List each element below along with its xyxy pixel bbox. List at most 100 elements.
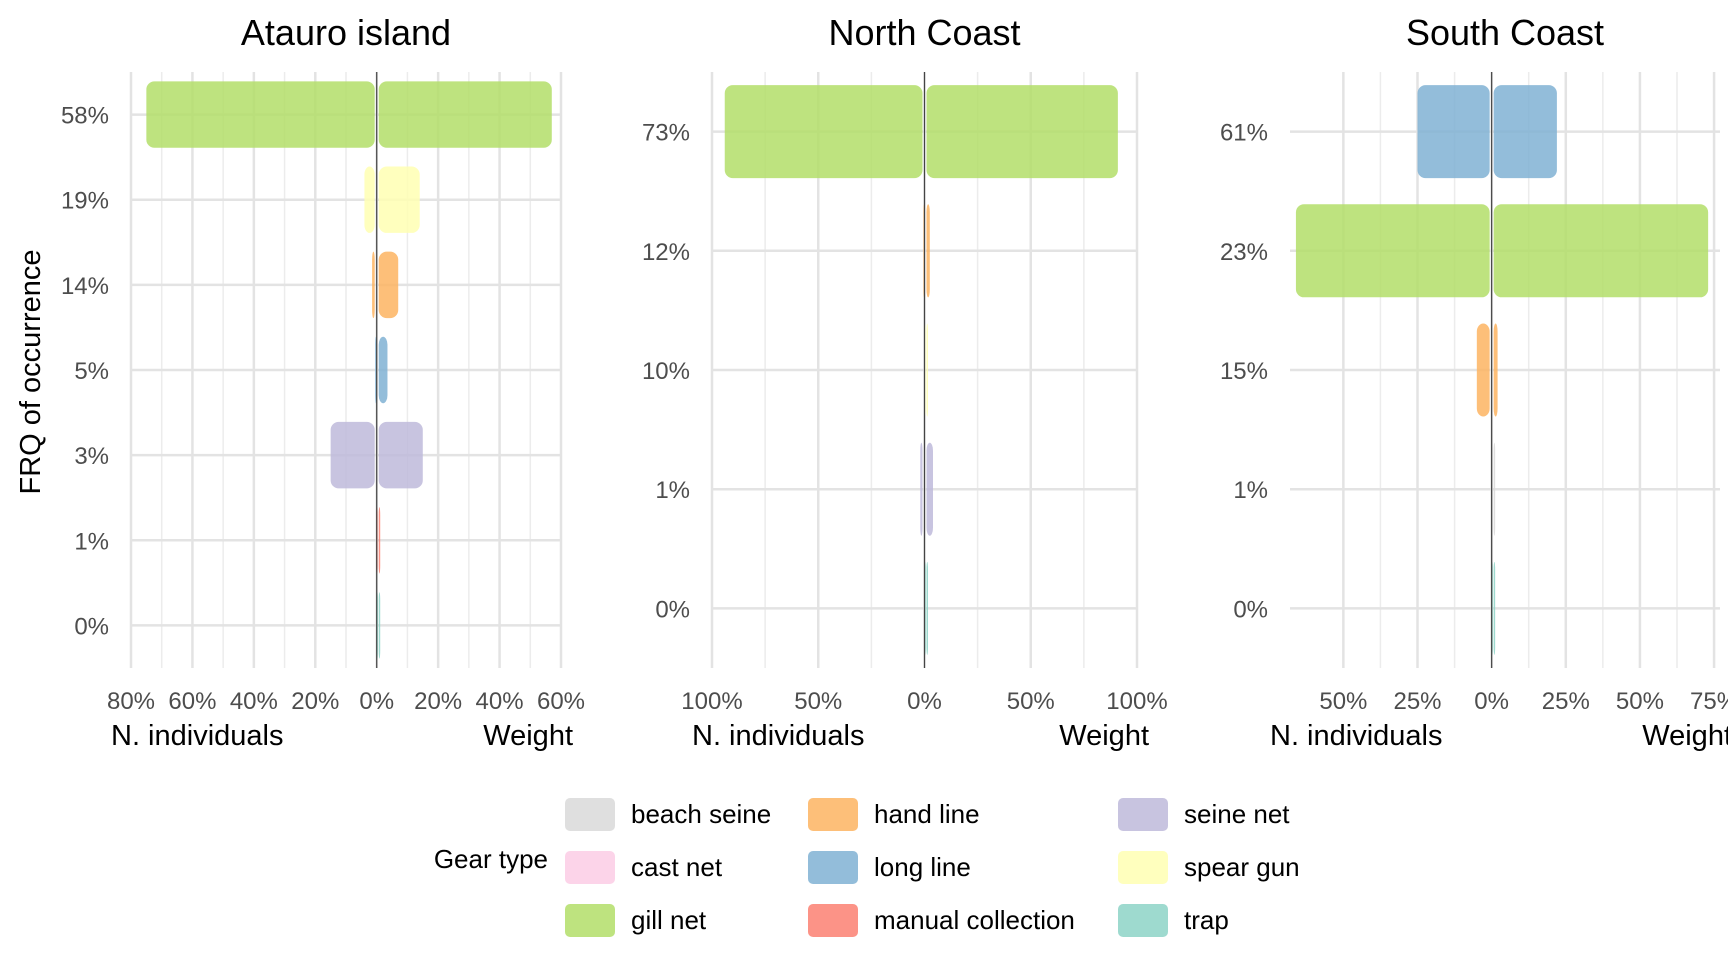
y-tick-label: 3% [74,443,109,470]
x-tick-label: 25% [1393,688,1441,715]
y-tick-label: 19% [61,188,109,215]
bar-weight [926,561,928,655]
bar-weight [926,85,1118,179]
bar-weight [378,251,399,319]
bar-n-individuals [364,166,375,233]
x-tick-label: 40% [476,688,524,715]
legend-item: seine net [1118,798,1290,831]
y-axis-title: FRQ of occurrence [15,250,47,495]
bar-weight [378,507,381,574]
x-tick-label: 75% [1690,688,1728,715]
y-tick-label: 23% [1220,239,1268,266]
x-tick-label: 100% [1106,688,1167,715]
y-tick-label: 1% [655,477,690,504]
bar-weight [926,323,928,417]
y-tick-label: 73% [642,120,690,147]
legend-title: Gear type [434,844,548,874]
legend-label: cast net [631,852,723,882]
bar-weight [1493,323,1498,417]
x-axis-title-left: N. individuals [111,720,283,752]
x-tick-label: 0% [359,688,394,715]
legend-key [565,851,615,884]
legend-item: manual collection [808,904,1075,937]
panel-3: South Coast 61% 23% 15% 1% 0% 50% 25% 0% 25% 50% 75… [1220,12,1728,752]
legend-label: manual collection [874,905,1075,935]
legend-item: long line [808,851,971,884]
panel-title: Atauro island [241,12,451,53]
legend-key [565,798,615,831]
x-tick-label: 50% [794,688,842,715]
legend-label: beach seine [631,799,771,829]
bar-n-individuals [146,81,375,148]
bar-weight [926,204,930,298]
bar-n-individuals [330,421,375,489]
x-tick-label: 0% [907,688,942,715]
bar-weight [1493,204,1709,298]
x-tick-label: 0% [1474,688,1509,715]
legend-key [565,904,615,937]
x-tick-label: 60% [168,688,216,715]
y-tick-label: 1% [1233,477,1268,504]
x-axis-title-right: Weight [1059,720,1149,752]
x-tick-label: 60% [537,688,585,715]
y-tick-label: 1% [74,528,109,555]
legend-key [1118,851,1168,884]
bar-weight [378,421,423,489]
y-tick-label: 5% [74,358,109,385]
bar-weight [378,592,381,659]
bar-weight [378,336,388,404]
y-tick-label: 12% [642,239,690,266]
panel-title: South Coast [1406,12,1604,53]
bar-weight [378,81,552,148]
x-axis-title-left: N. individuals [1270,720,1442,752]
legend-label: hand line [874,799,980,829]
x-tick-label: 80% [107,688,155,715]
legend-item: spear gun [1118,851,1300,884]
bar-n-individuals [372,251,375,319]
y-tick-label: 61% [1220,120,1268,147]
x-axis-title-left: N. individuals [692,720,864,752]
panel-2: North Coast 73% 12% 10% 1% 0% 100% 50% 0% 50% 100%… [642,12,1168,752]
legend: beach seine cast net gill net hand line long… [565,798,1300,937]
bar-n-individuals [1417,85,1490,179]
bar-weight [378,166,420,233]
legend-label: long line [874,852,971,882]
x-tick-label: 50% [1319,688,1367,715]
legend-item: beach seine [565,798,771,831]
legend-item: gill net [565,904,707,937]
x-tick-label: 50% [1616,688,1664,715]
legend-label: seine net [1184,799,1290,829]
bar-n-individuals [724,85,923,179]
x-tick-label: 25% [1542,688,1590,715]
legend-key [1118,798,1168,831]
legend-key [808,798,858,831]
legend-key [808,851,858,884]
y-tick-label: 10% [642,358,690,385]
panel-1: Atauro island 58% 19% 14% 5% 3% 1% 0% 80% 60% 40% 2… [61,12,585,752]
x-tick-label: 20% [291,688,339,715]
legend-item: cast net [565,851,723,884]
legend-label: gill net [631,905,707,935]
legend-key [808,904,858,937]
bar-weight [1493,442,1496,536]
x-tick-label: 100% [681,688,742,715]
x-axis-title-right: Weight [1642,720,1728,752]
y-tick-label: 0% [1233,596,1268,623]
x-tick-label: 50% [1007,688,1055,715]
bar-n-individuals [1476,323,1490,417]
y-tick-label: 0% [655,596,690,623]
y-tick-label: 15% [1220,358,1268,385]
x-tick-label: 40% [230,688,278,715]
legend-item: hand line [808,798,980,831]
y-tick-label: 14% [61,273,109,300]
legend-item: trap [1118,904,1229,937]
y-tick-label: 58% [61,103,109,130]
bar-weight [1493,561,1496,655]
bar-n-individuals [920,442,923,536]
y-tick-label: 0% [74,613,109,640]
x-axis-title-right: Weight [483,720,573,752]
x-tick-label: 20% [414,688,462,715]
bar-weight [1493,85,1557,179]
